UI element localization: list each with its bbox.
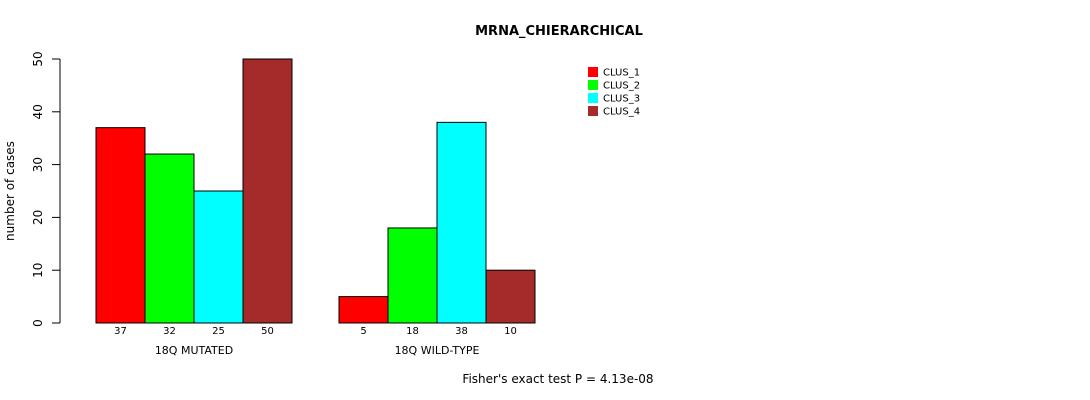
legend-swatch: [588, 93, 598, 103]
bar-value-label: 18: [406, 326, 419, 337]
y-tick-label: 50: [31, 51, 45, 66]
y-tick-label: 10: [31, 263, 45, 278]
bar: [193, 190, 244, 324]
bar: [242, 58, 293, 324]
legend: CLUS_1 CLUS_2 CLUS_3 CLUS_4: [588, 67, 640, 118]
fisher-test-footer: Fisher's exact test P = 4.13e-08: [462, 372, 653, 386]
bar-value-label: 5: [360, 326, 366, 337]
legend-swatch: [588, 80, 598, 90]
bar-value-label: 10: [504, 326, 517, 337]
bar-value-label: 32: [163, 326, 176, 337]
y-axis-ticks: 0 10 20 30 40 50: [31, 51, 60, 327]
chart-title: MRNA_CHIERARCHICAL: [475, 24, 643, 39]
bar-value-label: 50: [261, 326, 274, 337]
legend-label: CLUS_3: [603, 94, 640, 105]
bar-value-label: 37: [114, 326, 127, 337]
y-tick-label: 20: [31, 210, 45, 225]
bars-group: [95, 58, 536, 324]
bar: [485, 269, 536, 324]
group-label: 18Q WILD-TYPE: [395, 344, 480, 357]
legend-label: CLUS_2: [603, 81, 640, 92]
bar: [436, 121, 487, 324]
group-labels-group: 18Q MUTATED 18Q WILD-TYPE: [155, 344, 480, 357]
bar: [144, 153, 195, 324]
bar: [338, 296, 389, 324]
y-axis-label: number of cases: [3, 141, 17, 241]
value-labels-group: 37 32 25 50 5 18 38 10: [114, 326, 517, 337]
bar-value-label: 25: [212, 326, 225, 337]
legend-label: CLUS_1: [603, 68, 640, 79]
legend-label: CLUS_4: [603, 107, 640, 118]
legend-swatch: [588, 67, 598, 77]
bar-value-label: 38: [455, 326, 468, 337]
bar: [95, 127, 146, 324]
bar: [387, 227, 438, 324]
y-tick-label: 40: [31, 104, 45, 119]
y-tick-label: 0: [31, 319, 45, 327]
group-label: 18Q MUTATED: [155, 344, 233, 357]
y-tick-label: 30: [31, 157, 45, 172]
legend-swatch: [588, 106, 598, 116]
